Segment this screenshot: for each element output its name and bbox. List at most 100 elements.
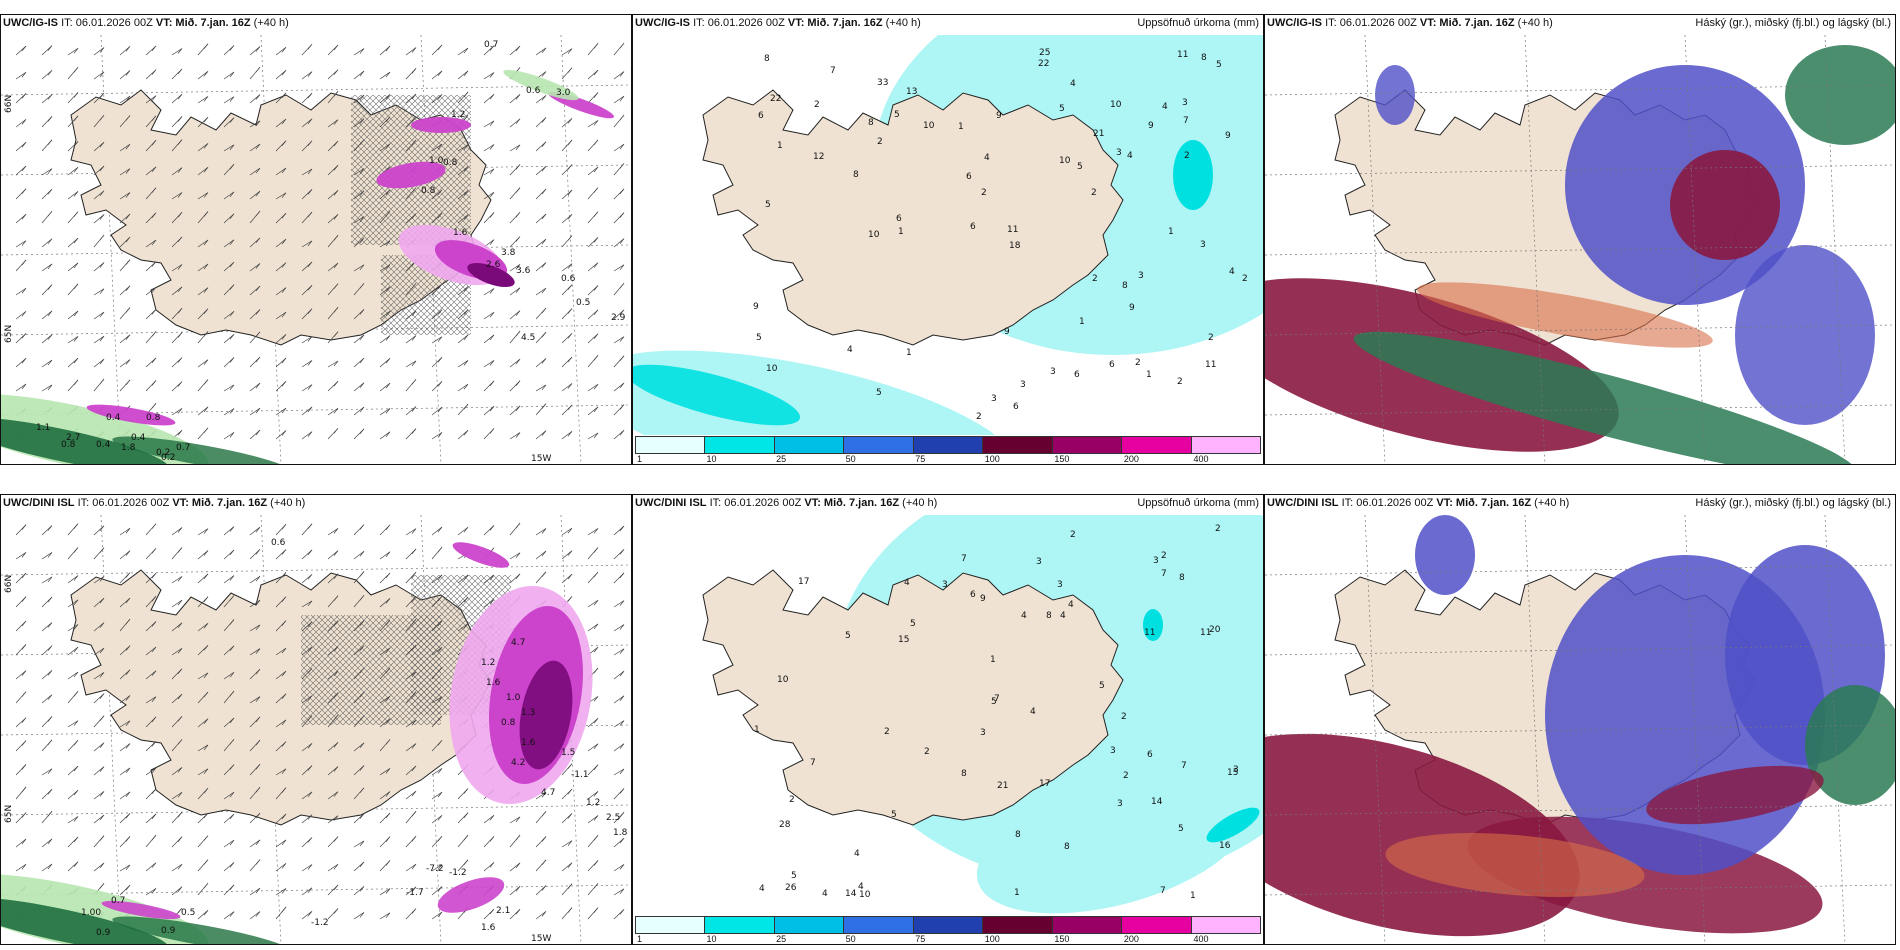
wind-barb (249, 887, 261, 896)
wind-barb (177, 792, 183, 798)
wind-barb (437, 595, 443, 602)
wind-barb (229, 334, 235, 340)
map-label: 6 (758, 111, 764, 121)
precip-area (1, 897, 169, 944)
wind-barb (301, 574, 313, 584)
wind-barb (593, 333, 599, 339)
wind-barb (567, 263, 573, 269)
map-label: 6 (1147, 750, 1153, 760)
wind-barb (177, 716, 183, 722)
map-label: 5 (991, 697, 997, 707)
wind-barb (619, 720, 625, 726)
wind-barb (197, 573, 209, 584)
map-label: 2.9 (611, 313, 626, 323)
wind-barb (353, 264, 365, 272)
wind-barb (359, 237, 365, 244)
wind-barb (67, 599, 79, 608)
wind-barb (411, 47, 417, 53)
wind-barb (67, 167, 79, 176)
wind-barb (483, 334, 495, 344)
wind-barb (301, 646, 313, 656)
wind-barb (613, 768, 625, 776)
wind-barb (301, 743, 313, 752)
map-label: 1 (1168, 227, 1174, 237)
wind-barb (301, 600, 313, 608)
wind-barb (307, 336, 313, 342)
wind-barb (593, 883, 599, 889)
colorbar-tick: 1 (637, 454, 643, 464)
wind-barb (67, 765, 79, 776)
wind-barb (593, 696, 599, 702)
wind-barb (541, 859, 547, 866)
wind-barb (281, 813, 287, 820)
wind-barb (203, 379, 209, 385)
wind-barb (171, 408, 183, 416)
wind-barb (535, 213, 547, 224)
map-label: 8 (853, 170, 859, 180)
cloud-cover-map (1265, 35, 1895, 464)
wind-barb (47, 811, 53, 817)
wind-barb (385, 695, 391, 702)
wind-barb (411, 719, 417, 726)
precip-area (976, 776, 1250, 914)
wind-barb (385, 189, 391, 195)
wind-barb (249, 599, 261, 608)
wind-barb (515, 552, 521, 558)
wind-barb (171, 648, 183, 656)
wind-barb (41, 384, 53, 392)
colorbar-tick: 200 (1123, 454, 1139, 464)
wind-barb (171, 576, 183, 584)
wind-barb (255, 407, 261, 414)
wind-barb (73, 646, 79, 653)
wind-barb (21, 670, 27, 676)
map-label: 0.7 (111, 896, 125, 906)
wind-barb (73, 671, 79, 678)
wind-barb (535, 911, 547, 920)
wind-barb (541, 188, 547, 195)
wind-barb (203, 143, 209, 149)
wind-barb (281, 620, 287, 626)
wind-barb (359, 886, 365, 892)
wind-barb (171, 767, 183, 776)
wind-barb (359, 813, 365, 819)
wind-barb (333, 190, 339, 196)
wind-barb (593, 262, 599, 268)
wind-barb (489, 599, 495, 605)
map-label: 3 (1050, 367, 1056, 377)
wind-barb (515, 432, 521, 438)
wind-barb (587, 623, 599, 632)
wind-barb (619, 71, 625, 77)
axis-label: 66N (4, 575, 14, 593)
map-label: 13 (906, 87, 917, 97)
wind-barb (15, 213, 27, 224)
wind-barb (405, 765, 417, 776)
wind-barb (281, 262, 287, 268)
precip-area (437, 877, 505, 913)
wind-barb (275, 839, 287, 848)
wind-barb (515, 330, 521, 337)
wind-barb (333, 331, 339, 337)
wind-barb (327, 815, 339, 824)
wind-barb (541, 95, 547, 101)
wind-barb (359, 428, 365, 435)
latitude-line (1265, 244, 1895, 256)
wind-barb (431, 574, 443, 584)
wind-barb (125, 70, 131, 76)
wind-barb (203, 308, 209, 314)
wind-barb (333, 692, 339, 698)
panel-wind-precip-row1: UWC/IG-IS IT: 06.01.2026 00Z VT: Mið. 7.… (0, 14, 632, 465)
wind-barb (431, 886, 443, 896)
wind-barb (561, 189, 573, 200)
wind-barb (333, 528, 339, 534)
wind-barb (223, 839, 235, 848)
wind-barb (385, 912, 391, 919)
wind-barb (333, 815, 339, 821)
map-label: 9 (1004, 327, 1010, 337)
wind-barb (431, 696, 443, 704)
wind-barb (411, 68, 417, 74)
wind-barb (509, 432, 521, 440)
wind-barb (275, 407, 287, 416)
wind-barb (463, 430, 469, 436)
wind-barb (301, 118, 313, 128)
wind-barb (145, 888, 157, 896)
